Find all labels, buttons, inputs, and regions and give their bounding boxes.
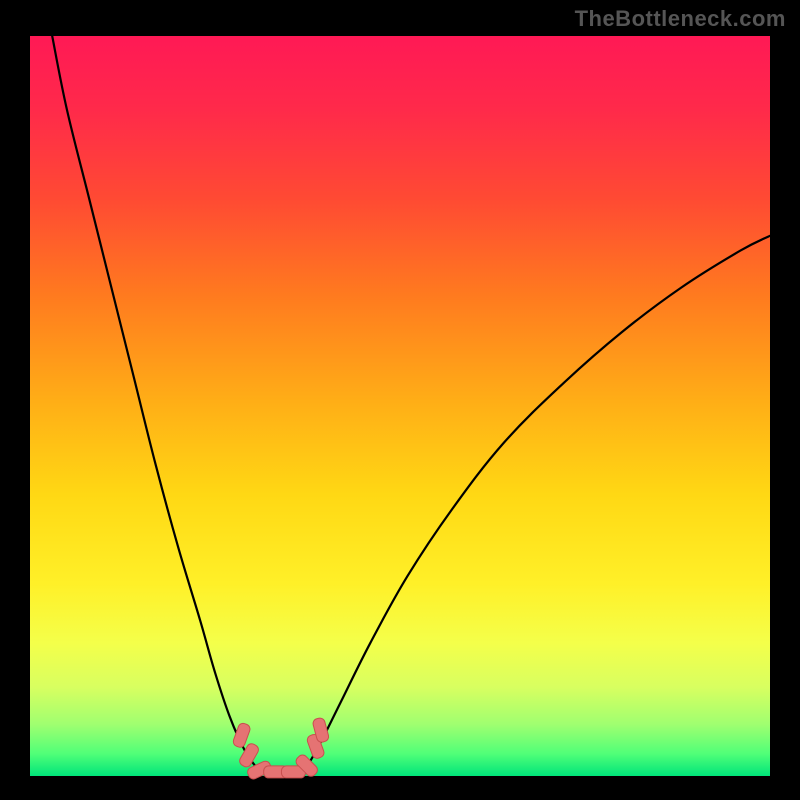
figure-root: TheBottleneck.com: [0, 0, 800, 800]
watermark-label: TheBottleneck.com: [575, 6, 786, 32]
plot-area: [30, 36, 770, 776]
